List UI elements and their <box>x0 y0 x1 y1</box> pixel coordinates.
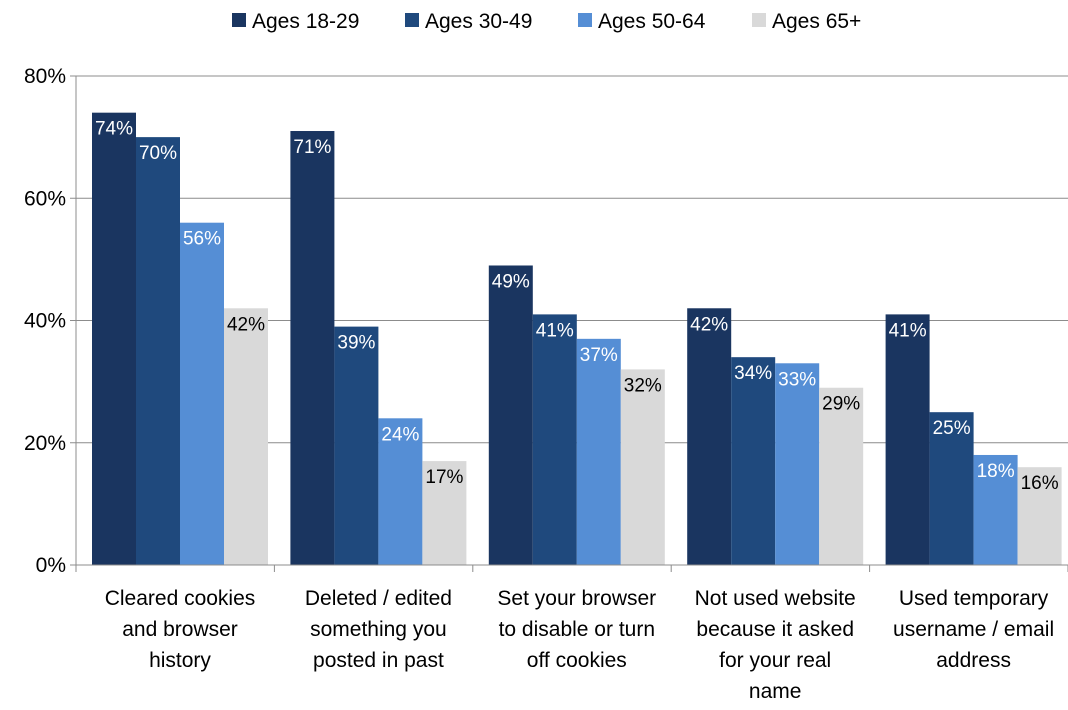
data-label: 42% <box>227 314 265 335</box>
bar <box>929 412 974 565</box>
legend-label: Ages 65+ <box>772 10 861 33</box>
data-label: 41% <box>889 320 927 341</box>
y-axis: 0% 20% 40% 60% 80% <box>24 65 77 577</box>
y-tick-label: 20% <box>24 432 66 455</box>
data-label: 56% <box>183 229 221 250</box>
legend-item: Ages 30-49 <box>405 10 532 33</box>
bar <box>180 222 224 565</box>
bar <box>488 265 533 565</box>
data-label: 33% <box>778 369 816 390</box>
data-label: 71% <box>293 137 331 158</box>
bar <box>136 137 180 565</box>
legend-item: Ages 50-64 <box>578 10 706 33</box>
data-labels: 74% 71% 49% 42% 41% 70% 39% 41% 34% 25% 56% 24% 37% 3… <box>95 119 1059 495</box>
data-label: 70% <box>139 143 177 164</box>
y-tick-label: 0% <box>36 554 66 577</box>
data-label: 29% <box>822 394 860 415</box>
data-label: 39% <box>337 333 375 354</box>
bar <box>422 461 467 565</box>
data-label: 16% <box>1021 473 1059 494</box>
data-label: 37% <box>580 345 618 366</box>
legend-label: Ages 18-29 <box>252 10 359 33</box>
data-label: 74% <box>95 119 133 140</box>
x-category-label: Deleted / edited something you posted in p… <box>305 587 452 672</box>
legend-swatch <box>752 13 766 27</box>
data-label: 41% <box>536 320 574 341</box>
legend-swatch <box>232 13 246 27</box>
data-label: 18% <box>977 461 1015 482</box>
bar <box>819 387 864 565</box>
data-label: 34% <box>734 363 772 384</box>
y-tick-label: 60% <box>24 187 66 210</box>
bar <box>224 308 268 565</box>
bar <box>687 308 732 565</box>
bar <box>731 357 776 565</box>
bar <box>290 131 335 565</box>
bar <box>620 369 665 565</box>
legend-swatch <box>405 13 419 27</box>
legend-label: Ages 50-64 <box>598 10 706 33</box>
data-label: 49% <box>492 271 530 292</box>
x-category-label: Cleared cookies and browser history <box>105 587 256 672</box>
legend-swatch <box>578 13 592 27</box>
bar <box>576 338 621 565</box>
data-label: 32% <box>624 375 662 396</box>
x-category-label: Used temporary username / email address <box>893 587 1054 672</box>
y-tick-label: 80% <box>24 65 66 88</box>
data-label: 24% <box>381 424 419 445</box>
bar <box>334 326 379 565</box>
x-category-label: Not used website because it asked for your… <box>695 587 856 703</box>
y-tick-label: 40% <box>24 310 66 333</box>
data-label: 25% <box>933 418 971 439</box>
bar <box>885 314 930 565</box>
legend: Ages 18-29 Ages 30-49 Ages 50-64 Ages 65+ <box>232 10 861 33</box>
bar <box>378 418 423 565</box>
x-category-label: Set your browser to disable or turn off co… <box>497 587 656 672</box>
legend-item: Ages 18-29 <box>232 10 359 33</box>
bar <box>973 454 1018 565</box>
legend-item: Ages 65+ <box>752 10 861 33</box>
bar <box>1017 467 1062 565</box>
bar <box>532 314 577 565</box>
bars <box>92 112 1062 566</box>
data-label: 17% <box>425 467 463 488</box>
x-axis: Cleared cookies and browser history Deleted… <box>75 564 1068 703</box>
bar <box>92 112 136 566</box>
data-label: 42% <box>690 314 728 335</box>
bar <box>775 363 820 565</box>
legend-label: Ages 30-49 <box>425 10 532 33</box>
